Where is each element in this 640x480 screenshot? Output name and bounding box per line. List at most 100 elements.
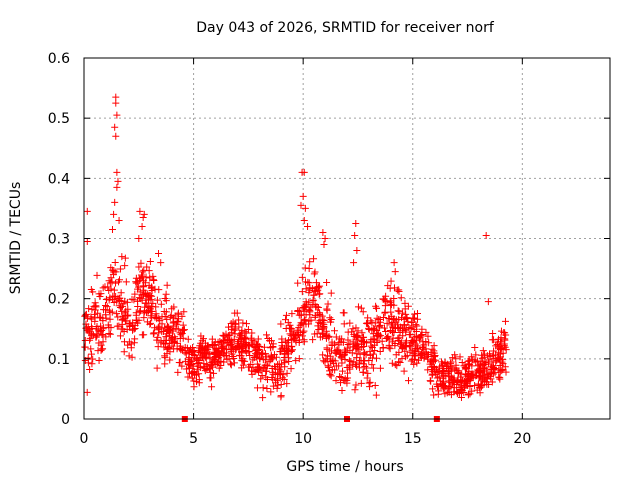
data-point: [88, 360, 96, 368]
data-point: [227, 360, 235, 368]
data-point: [416, 336, 424, 344]
data-point: [372, 391, 380, 399]
data-point: [228, 325, 236, 333]
data-point: [209, 342, 217, 350]
data-point: [163, 350, 171, 358]
data-point: [471, 344, 479, 352]
data-point: [125, 322, 133, 330]
data-point: [192, 371, 200, 379]
data-point: [100, 306, 108, 314]
data-point: [411, 310, 419, 318]
data-point: [417, 331, 425, 339]
data-point: [108, 308, 116, 316]
data-point: [118, 315, 126, 323]
data-point: [376, 348, 384, 356]
data-point: [149, 272, 157, 280]
data-point: [371, 346, 379, 354]
data-point: [323, 352, 331, 360]
data-point: [454, 377, 462, 385]
data-point: [383, 319, 391, 327]
data-point: [490, 347, 498, 355]
data-point: [407, 325, 415, 333]
data-point: [282, 316, 290, 324]
data-point: [107, 324, 115, 332]
data-point: [364, 369, 372, 377]
data-point: [208, 358, 216, 366]
data-point: [96, 313, 104, 321]
data-point: [332, 377, 340, 385]
data-point: [256, 354, 264, 362]
data-point: [178, 362, 186, 370]
data-point: [445, 372, 453, 380]
data-point: [227, 361, 235, 369]
data-point: [373, 314, 381, 322]
data-point: [180, 308, 188, 316]
data-point: [267, 388, 275, 396]
data-point: [282, 337, 290, 345]
data-point-outlier: [391, 268, 399, 276]
data-point: [160, 307, 168, 315]
data-point: [352, 345, 360, 353]
data-point: [88, 315, 96, 323]
data-point: [489, 352, 497, 360]
data-point: [174, 318, 182, 326]
data-point: [131, 325, 139, 333]
data-point: [301, 316, 309, 324]
data-point: [254, 366, 262, 374]
data-point: [352, 381, 360, 389]
data-point: [260, 343, 268, 351]
data-point: [87, 345, 95, 353]
data-point-outlier: [300, 216, 308, 224]
data-point: [449, 354, 457, 362]
data-point: [465, 390, 473, 398]
data-point: [239, 319, 247, 327]
data-point: [460, 389, 468, 397]
data-point: [325, 363, 333, 371]
data-point: [443, 363, 451, 371]
data-point: [347, 358, 355, 366]
data-point: [244, 326, 252, 334]
data-point: [480, 353, 488, 361]
data-point: [361, 338, 369, 346]
data-point: [306, 311, 314, 319]
data-point: [366, 378, 374, 386]
data-point: [425, 339, 433, 347]
data-point: [497, 345, 505, 353]
data-point: [208, 363, 216, 371]
data-point: [270, 351, 278, 359]
data-point-outlier: [351, 231, 359, 239]
data-point: [339, 367, 347, 375]
data-point-outlier: [157, 259, 165, 267]
data-point: [468, 370, 476, 378]
data-point: [140, 314, 148, 322]
data-point: [412, 321, 420, 329]
data-point: [263, 384, 271, 392]
data-point: [484, 372, 492, 380]
data-point: [338, 359, 346, 367]
data-point: [153, 296, 161, 304]
data-point: [496, 356, 504, 364]
data-point: [440, 371, 448, 379]
data-point: [301, 264, 309, 272]
data-point: [282, 324, 290, 332]
data-point: [140, 331, 148, 339]
data-point: [433, 383, 441, 391]
data-point: [113, 310, 121, 318]
data-point: [190, 377, 198, 385]
data-point: [411, 347, 419, 355]
y-tick-label: 0.1: [48, 352, 70, 368]
data-point: [312, 288, 320, 296]
data-point: [354, 327, 362, 335]
data-point: [219, 331, 227, 339]
data-point: [183, 365, 191, 373]
data-point: [399, 309, 407, 317]
data-point: [311, 313, 319, 321]
data-point: [292, 357, 300, 365]
data-point: [479, 376, 487, 384]
data-point: [340, 309, 348, 317]
data-point: [474, 380, 482, 388]
data-point: [502, 331, 510, 339]
data-point: [324, 300, 332, 308]
data-point: [231, 320, 239, 328]
data-point: [492, 342, 500, 350]
